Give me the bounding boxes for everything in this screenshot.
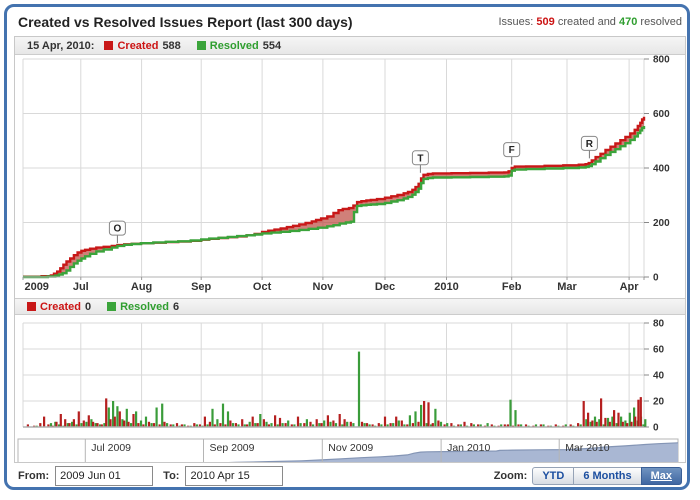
created-bars-label[interactable]: Created: [40, 300, 81, 313]
daily-bars-svg[interactable]: 0 20 40 60 80: [15, 315, 685, 434]
top-chart-legend: 15 Apr, 2010: Created 588 Resolved 554: [15, 37, 685, 55]
svg-text:600: 600: [653, 109, 670, 120]
svg-text:Jul 2009: Jul 2009: [91, 442, 131, 454]
navigator-outline: [228, 442, 679, 462]
daily-bars-chart[interactable]: 0 20 40 60 80: [15, 315, 685, 438]
navigator-area[interactable]: [18, 442, 678, 463]
range-navigator[interactable]: Jul 2009 Sep 2009 Nov 2009 Jan 2010 Mar 2010: [15, 438, 685, 463]
svg-text:R: R: [586, 139, 594, 150]
resolved-bars-label[interactable]: Resolved: [120, 300, 170, 313]
svg-text:Sep: Sep: [191, 281, 211, 293]
created-bars-swatch-icon: [27, 302, 36, 311]
svg-text:Apr: Apr: [620, 281, 640, 293]
svg-text:2010: 2010: [434, 281, 458, 293]
svg-text:Oct: Oct: [253, 281, 272, 293]
gridlines: [22, 322, 645, 428]
svg-text:400: 400: [653, 164, 670, 175]
chart-panel: 15 Apr, 2010: Created 588 Resolved 554 2…: [14, 36, 686, 463]
navigator-svg[interactable]: Jul 2009 Sep 2009 Nov 2009 Jan 2010 Mar 2010: [15, 438, 685, 463]
svg-text:T: T: [417, 153, 423, 164]
svg-text:Jul: Jul: [73, 281, 89, 293]
resolved-bars-value: 6: [173, 300, 180, 313]
y-axis-labels: 0 200 400 600 800: [644, 55, 670, 284]
svg-text:Jan 2010: Jan 2010: [447, 442, 490, 454]
navigator-ticks: Jul 2009 Sep 2009 Nov 2009 Jan 2010 Mar 2010: [84, 439, 610, 462]
resolved-series-swatch-icon: [196, 41, 206, 50]
created-bars-value: 0: [84, 300, 92, 313]
created-series-swatch-icon: [104, 41, 114, 50]
plot-background: [15, 55, 685, 293]
svg-text:40: 40: [653, 371, 665, 382]
svg-text:Aug: Aug: [131, 281, 152, 293]
zoom-group: Zoom: YTD 6 Months Max: [494, 467, 682, 485]
cumulative-chart[interactable]: 2009 Jul Aug Sep Oct Nov Dec 2010 Feb Mar Apr 0 200 4…: [15, 55, 685, 298]
issues-summary-prefix: Issues:: [498, 16, 534, 28]
issues-resolved-count: 470: [619, 16, 638, 28]
svg-text:80: 80: [653, 319, 665, 330]
issues-summary-middle: created and: [557, 16, 616, 28]
event-flag-F[interactable]: F: [503, 142, 521, 165]
svg-text:Mar: Mar: [557, 281, 577, 293]
svg-text:800: 800: [653, 55, 670, 66]
svg-text:Mar 2010: Mar 2010: [565, 442, 610, 454]
created-series-label[interactable]: Created: [117, 39, 159, 52]
svg-text:0: 0: [653, 273, 659, 284]
resolved-series-label[interactable]: Resolved: [209, 39, 259, 52]
range-controls: From: To: Zoom: YTD 6 Months Max: [18, 464, 682, 488]
svg-text:Sep 2009: Sep 2009: [210, 442, 255, 454]
hover-date-label: 15 Apr, 2010:: [27, 39, 95, 52]
event-flag-O[interactable]: O: [108, 220, 126, 244]
svg-text:O: O: [114, 224, 122, 235]
resolved-series-value: 554: [262, 39, 282, 52]
from-label: From:: [18, 470, 50, 482]
svg-text:Dec: Dec: [375, 281, 395, 293]
zoom-max-button[interactable]: Max: [640, 467, 682, 485]
created-line[interactable]: [23, 116, 646, 278]
to-label: To:: [163, 470, 180, 482]
svg-text:Feb: Feb: [502, 281, 522, 293]
issues-summary-suffix: resolved: [640, 16, 682, 28]
svg-text:0: 0: [653, 423, 659, 434]
svg-text:Nov 2009: Nov 2009: [328, 442, 373, 454]
zoom-6months-button[interactable]: 6 Months: [573, 467, 642, 485]
svg-text:20: 20: [653, 397, 665, 408]
created-series-value: 588: [162, 39, 181, 52]
event-flag-R[interactable]: R: [580, 135, 598, 159]
resolved-bars-swatch-icon: [107, 302, 117, 311]
from-date-input[interactable]: [55, 466, 154, 486]
issues-created-count: 509: [536, 16, 555, 28]
title-row: Created vs Resolved Issues Report (last …: [18, 10, 682, 34]
svg-text:200: 200: [653, 218, 670, 229]
bottom-chart-legend: Created 0 Resolved 6: [15, 298, 685, 315]
bars[interactable]: [26, 351, 647, 427]
svg-text:2009: 2009: [24, 281, 48, 293]
svg-text:Nov: Nov: [313, 281, 335, 293]
zoom-label: Zoom:: [493, 470, 528, 482]
svg-text:60: 60: [653, 345, 665, 356]
issues-summary: Issues: 509 created and 470 resolved: [498, 16, 682, 28]
event-flag-T[interactable]: T: [411, 150, 429, 173]
svg-text:F: F: [509, 145, 515, 156]
zoom-ytd-button[interactable]: YTD: [532, 467, 575, 485]
page-title: Created vs Resolved Issues Report (last …: [18, 14, 353, 30]
to-date-input[interactable]: [185, 466, 284, 486]
x-axis-labels: 2009 Jul Aug Sep Oct Nov Dec 2010 Feb Mar Apr: [22, 277, 645, 293]
resolved-line[interactable]: [23, 126, 646, 279]
cumulative-chart-svg[interactable]: 2009 Jul Aug Sep Oct Nov Dec 2010 Feb Mar Apr 0 200 4…: [15, 55, 685, 293]
y-axis-labels: 0 20 40 60 80: [644, 319, 665, 434]
